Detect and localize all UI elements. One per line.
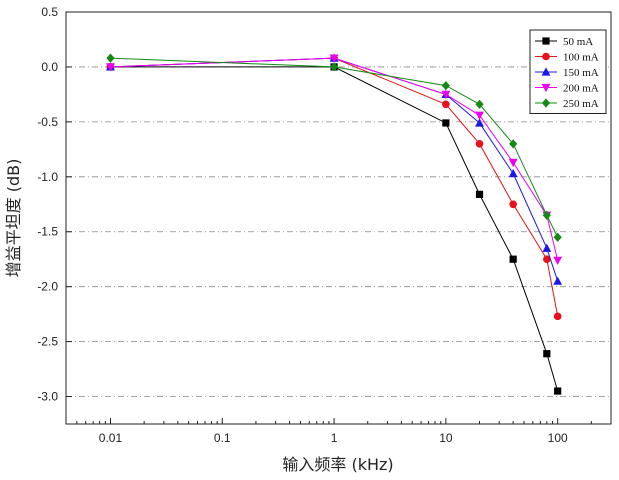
x-tick-label-0: 0.01 (99, 431, 123, 445)
y-axis-title: 增益平坦度 (dB) (4, 159, 23, 278)
series-0-point-3 (475, 190, 484, 198)
y-tick-label-1: 0.0 (41, 60, 58, 74)
legend: 50 mA 100 mA 150 mA 200 mA 250 mA (529, 29, 607, 114)
legend-marker-4 (541, 98, 551, 108)
series-1-point-4 (509, 200, 517, 209)
series-4-point-4 (509, 139, 518, 149)
y-tick-label-7: -3.0 (37, 390, 58, 404)
legend-label-1: 100 mA (563, 52, 599, 64)
legend-label-3: 200 mA (563, 83, 599, 95)
series-4-point-6 (553, 232, 562, 242)
series-2-point-6 (553, 276, 563, 285)
series-0-point-4 (509, 255, 517, 263)
series-2-point-5 (542, 243, 552, 252)
x-axis-title: 输入频率 (kHz) (282, 455, 393, 474)
legend-label-2: 150 mA (563, 67, 599, 79)
x-tick-label-3: 10 (439, 431, 453, 445)
x-tick-label-4: 100 (548, 431, 568, 445)
x-tick-label-1: 0.1 (214, 431, 231, 445)
series-3-point-0 (106, 63, 115, 72)
series-0-point-5 (543, 350, 551, 358)
series-3-point-3 (475, 111, 484, 120)
legend-marker-2 (541, 67, 551, 76)
series-1-point-5 (543, 255, 551, 263)
series-3-point-4 (508, 158, 518, 168)
series-1-point-2 (442, 100, 450, 109)
x-tick-label-2: 1 (331, 431, 338, 445)
series-3-point-1 (329, 54, 339, 63)
series-3-point-6 (553, 256, 563, 265)
y-tick-label-6: -2.5 (37, 335, 58, 349)
series-1-point-3 (475, 140, 484, 148)
y-tick-label-0: 0.5 (41, 5, 58, 19)
legend-label-0: 50 mA (563, 36, 593, 48)
y-tick-label-4: -1.5 (37, 225, 58, 239)
y-tick-label-3: -1.0 (37, 170, 58, 184)
series-3-point-2 (441, 90, 451, 99)
legend-label-4: 250 mA (563, 98, 599, 110)
series-2-point-3 (475, 118, 484, 127)
series-0-point-2 (442, 119, 450, 127)
plot-frame (65, 11, 612, 425)
series-0-point-6 (554, 387, 562, 395)
series-4-point-0 (106, 53, 115, 63)
series-layer (106, 53, 563, 395)
plot-area (66, 12, 611, 424)
y-tick-label-2: -0.5 (37, 115, 58, 129)
legend-marker-1 (542, 52, 550, 61)
series-4-point-1 (329, 62, 339, 72)
y-tick-label-5: -2.0 (37, 280, 58, 294)
series-4-point-2 (441, 81, 450, 91)
legend-marker-0 (542, 37, 550, 45)
axes: 0.5 0.0 -0.5 -1.0 -1.5 -2.0 -2.5 -3.0 0.01 0.1 1 10… (37, 5, 612, 445)
series-2-point-4 (508, 168, 518, 178)
legend-marker-3 (541, 83, 551, 93)
series-1-point-6 (553, 312, 562, 321)
series-4-point-3 (475, 99, 484, 109)
series-4-point-5 (542, 210, 551, 220)
